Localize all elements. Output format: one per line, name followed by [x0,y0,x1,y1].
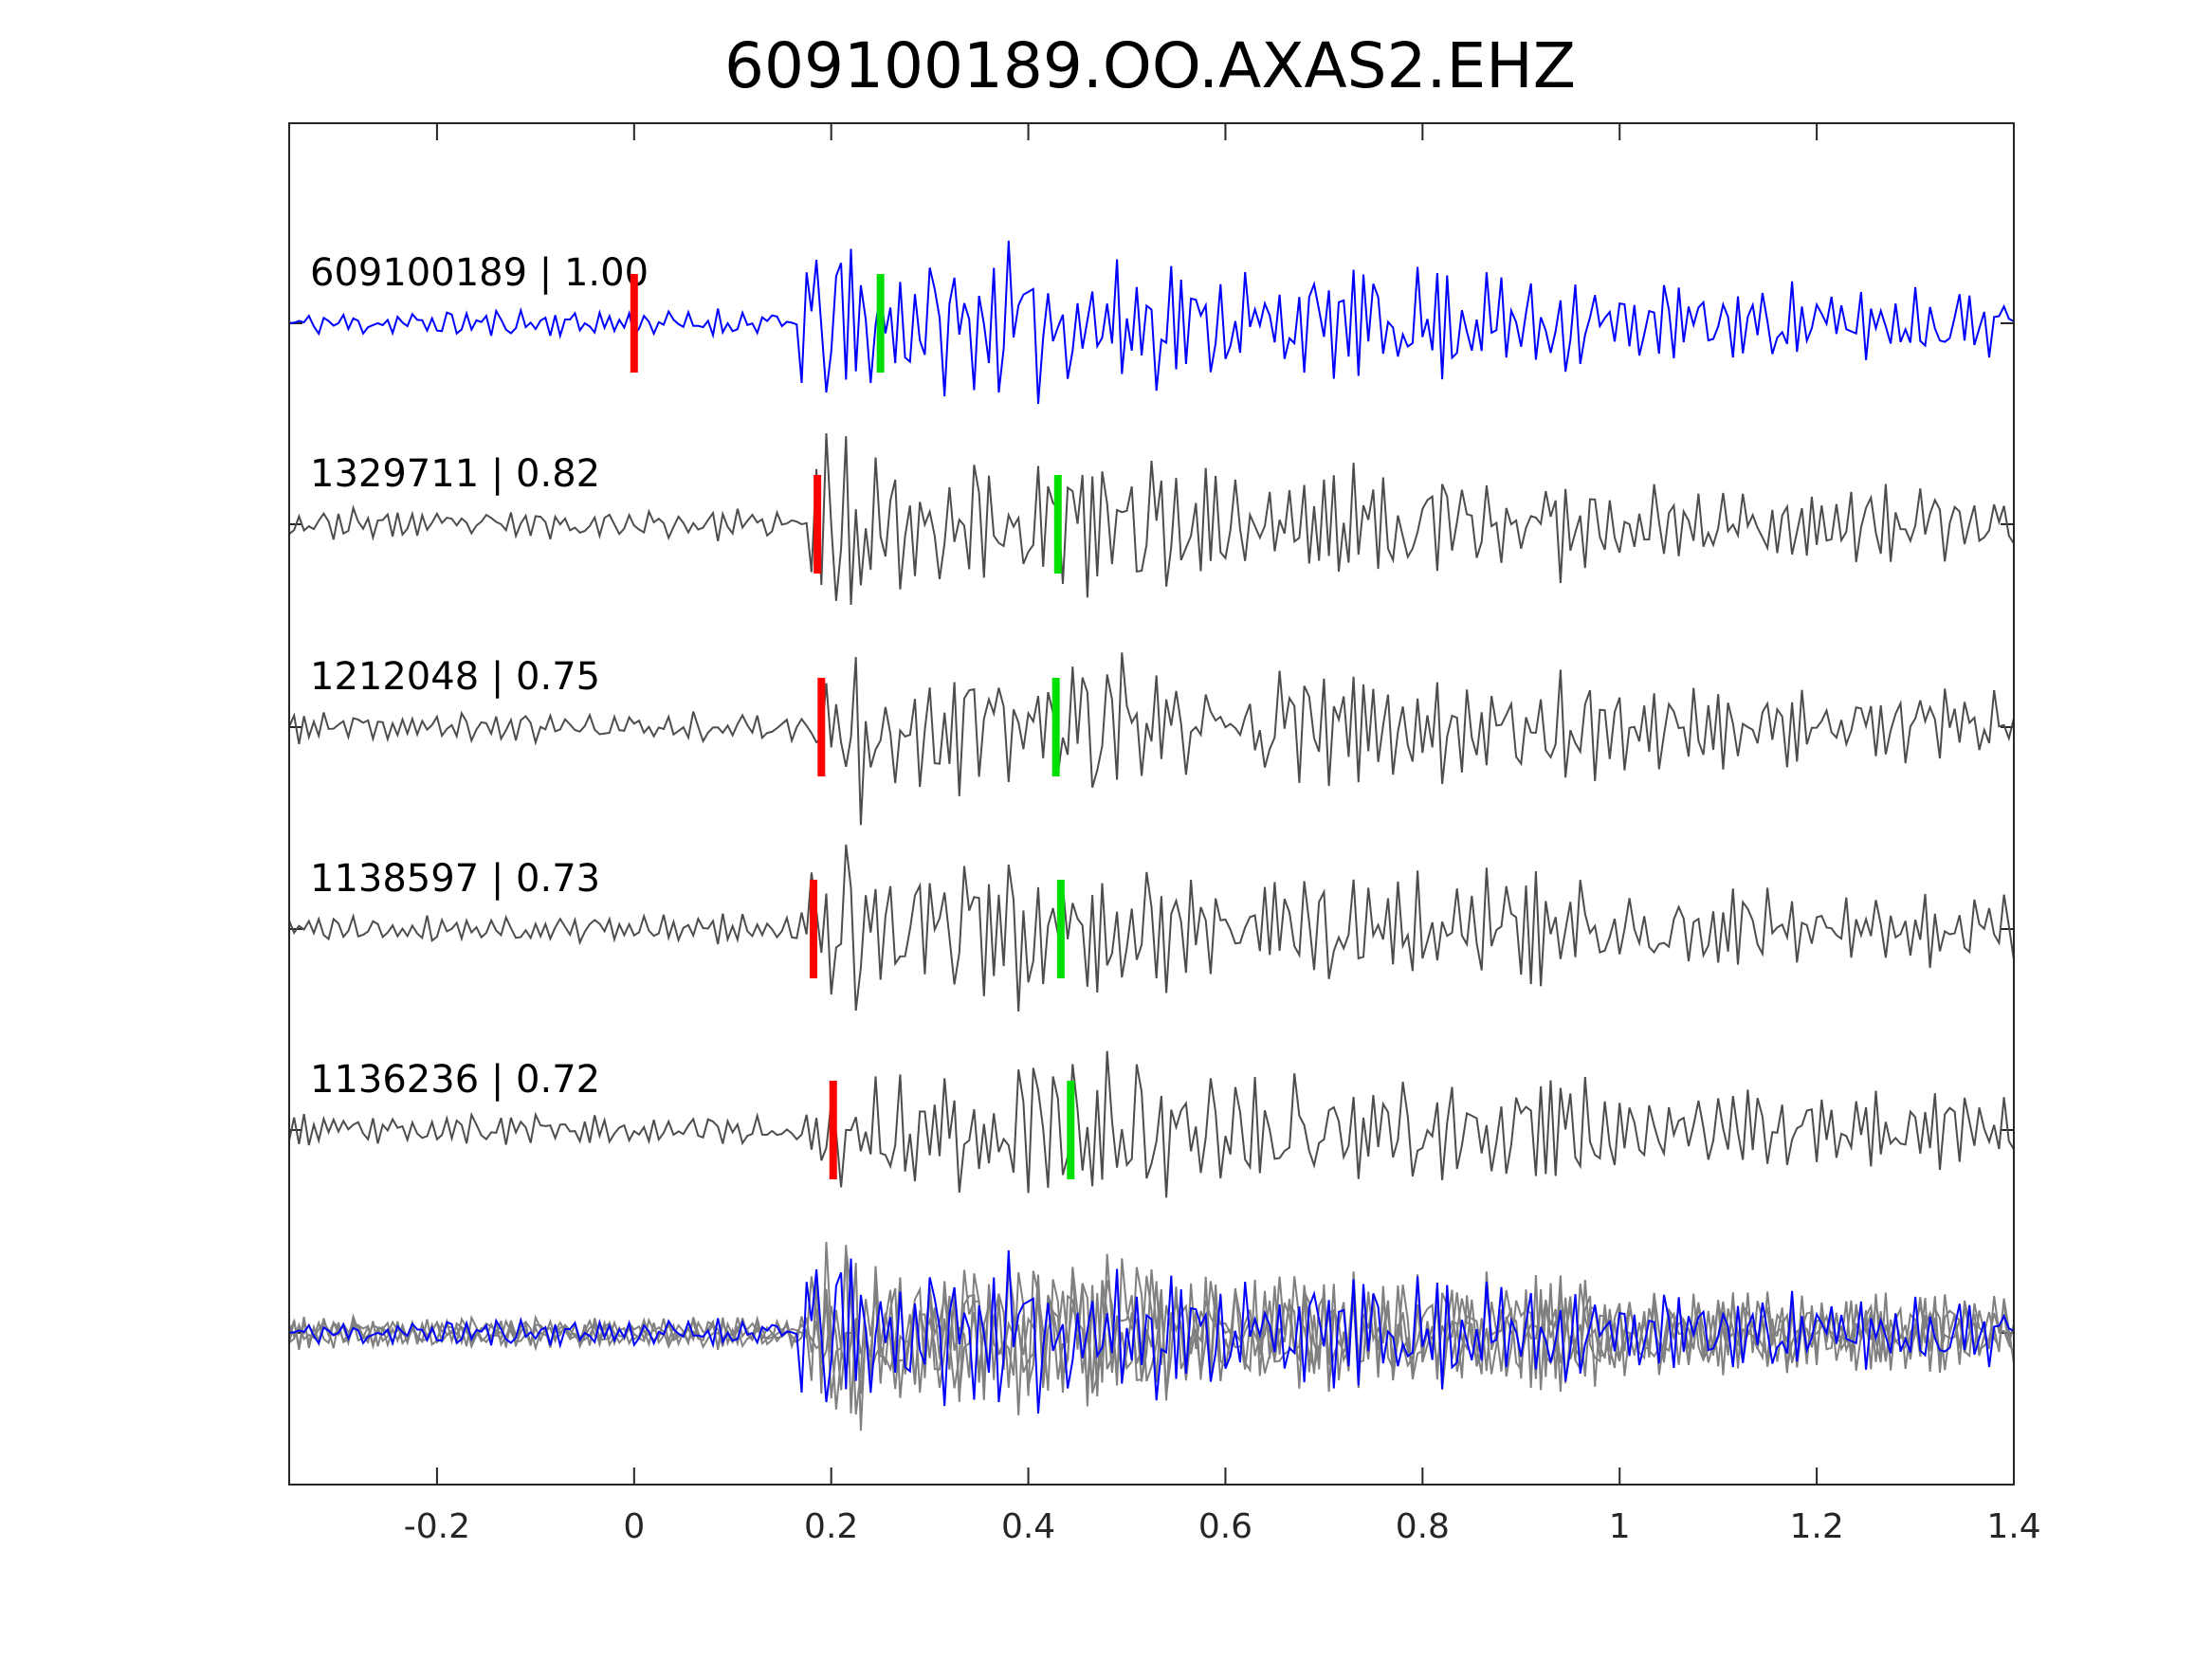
axes-box [288,122,2015,1486]
stack-trace-1136236 [288,1253,2015,1401]
trace-label: 1138597 | 0.73 [310,857,600,901]
x-tick-label: -0.2 [404,1507,470,1546]
trace-label: 609100189 | 1.00 [310,251,649,295]
x-tick-label: 1.2 [1789,1507,1843,1546]
trace-1138597 [288,844,2015,1012]
stack-trace-609100189 [288,1249,2015,1414]
x-tick-label: 0.4 [1001,1507,1055,1546]
x-tick-label: 0.2 [804,1507,858,1546]
x-tick-label: 0.8 [1396,1507,1450,1546]
chart-title: 609100189.OO.AXAS2.EHZ [724,29,1576,102]
trace-1329711 [288,432,2015,606]
trace-1212048 [288,652,2015,826]
x-axis: -0.2 0 0.2 0.4 0.6 0.8 1 1.2 1.4 [404,123,2041,1546]
trace-label: 1136236 | 0.72 [310,1058,600,1102]
trace-label: 1329711 | 0.82 [310,452,600,496]
x-tick-label: 0.6 [1198,1507,1252,1546]
trace-label: 1212048 | 0.75 [310,655,600,699]
x-tick-label: 0 [623,1507,645,1546]
x-tick-label: 1 [1609,1507,1631,1546]
trace-1136236 [288,1050,2015,1198]
x-tick-label: 1.4 [1986,1507,2040,1546]
traces: 609100189 | 1.00 1329711 | 0.82 1212048 | … [288,240,2015,1431]
trace-609100189 [288,240,2015,405]
